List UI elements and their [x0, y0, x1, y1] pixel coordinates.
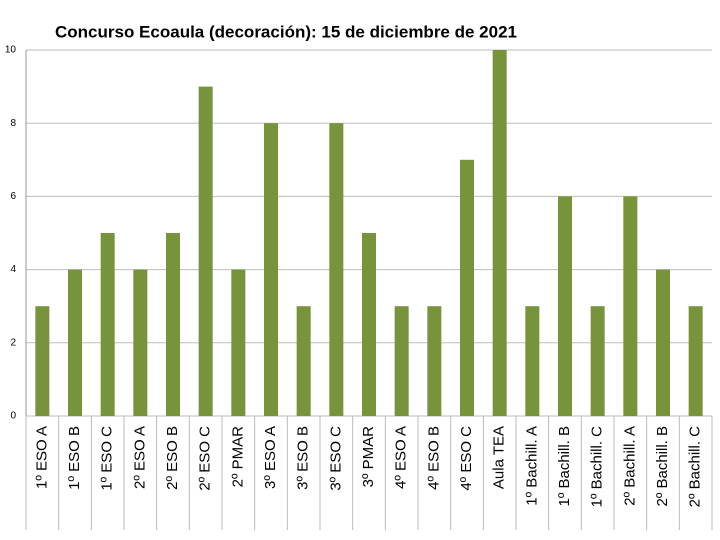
y-tick-label: 0: [10, 411, 16, 422]
bar: [133, 269, 148, 416]
bar: [623, 196, 638, 416]
bar: [329, 123, 344, 416]
x-tick-label: 4º ESO B: [425, 426, 442, 490]
x-tick-label: 1º ESO B: [66, 426, 83, 490]
bar: [492, 50, 507, 416]
x-tick-label: 2º ESO A: [131, 426, 148, 489]
x-tick-label: 2º PMAR: [229, 426, 246, 487]
x-tick-label: 2º ESO C: [197, 426, 214, 491]
x-tick-label: 1º ESO A: [33, 426, 50, 489]
bar: [362, 233, 376, 416]
bar: [296, 306, 311, 416]
y-tick-label: 4: [10, 264, 16, 275]
chart-title: Concurso Ecoaula (decoración): 15 de dic…: [55, 22, 517, 41]
bar: [525, 306, 540, 416]
bar: [68, 269, 82, 416]
bar: [688, 306, 703, 416]
bar: [166, 233, 180, 416]
bar: [231, 269, 246, 416]
x-tick-label: 1º Bachill. A: [523, 426, 540, 506]
x-tick-label: 3º ESO A: [262, 426, 279, 489]
x-tick-label: 2º ESO B: [164, 426, 181, 490]
x-tick-label: 3º ESO C: [327, 426, 344, 491]
bar: [198, 86, 213, 416]
x-tick-label: 3º ESO B: [295, 426, 312, 490]
x-tick-label: 3º PMAR: [360, 426, 377, 487]
x-tick-label: 4º ESO C: [458, 426, 475, 491]
y-tick-label: 6: [10, 191, 16, 202]
bar: [460, 159, 474, 417]
y-tick-label: 10: [5, 45, 17, 56]
bar: [100, 233, 115, 416]
bar: [394, 306, 409, 416]
x-tick-label: 2º Bachill. C: [687, 426, 704, 508]
bar: [35, 306, 50, 416]
x-tick-label: 2º Bachill. B: [654, 426, 671, 507]
bar: [558, 196, 572, 416]
x-tick-label: 4º ESO A: [393, 426, 410, 489]
y-tick-label: 8: [10, 118, 16, 129]
bar: [590, 306, 605, 416]
x-tick-label: 1º Bachill. C: [589, 426, 606, 508]
bar: [264, 123, 278, 416]
bar: [656, 269, 670, 416]
bar: [427, 306, 442, 416]
x-tick-label: Aula TEA: [491, 426, 508, 489]
x-tick-label: 2º Bachill. A: [621, 426, 638, 506]
x-tick-label: 1º Bachill. B: [556, 426, 573, 507]
y-tick-label: 2: [10, 337, 16, 348]
x-tick-label: 1º ESO C: [99, 426, 116, 491]
